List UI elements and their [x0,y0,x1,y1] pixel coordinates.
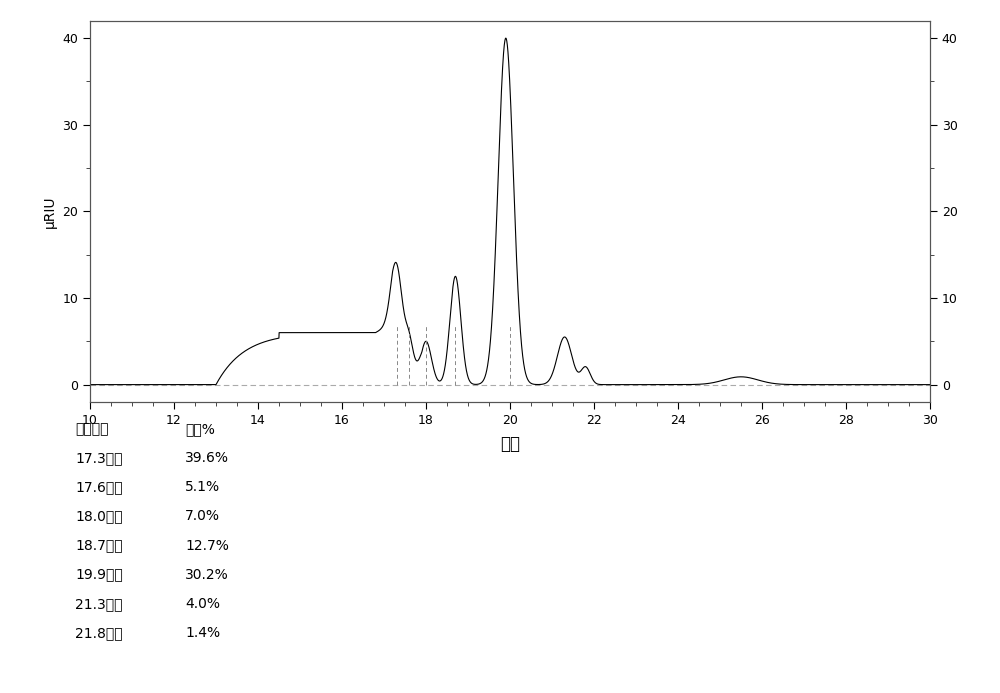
Text: 4.0%: 4.0% [185,597,220,611]
X-axis label: 分钟: 分钟 [500,435,520,453]
Text: 19.9分钟: 19.9分钟 [75,568,123,581]
Text: 保持时间: 保持时间 [75,422,108,436]
Text: 5.1%: 5.1% [185,480,220,494]
Text: 1.4%: 1.4% [185,626,220,640]
Y-axis label: μRIU: μRIU [43,195,57,227]
Text: 17.3分钟: 17.3分钟 [75,451,122,465]
Text: 18.0分钟: 18.0分钟 [75,509,123,523]
Text: 12.7%: 12.7% [185,538,229,552]
Text: 30.2%: 30.2% [185,568,229,581]
Text: 21.3分钟: 21.3分钟 [75,597,122,611]
Text: 面积%: 面积% [185,422,215,436]
Text: 17.6分钟: 17.6分钟 [75,480,123,494]
Text: 21.8分钟: 21.8分钟 [75,626,123,640]
Text: 7.0%: 7.0% [185,509,220,523]
Text: 39.6%: 39.6% [185,451,229,465]
Text: 18.7分钟: 18.7分钟 [75,538,123,552]
